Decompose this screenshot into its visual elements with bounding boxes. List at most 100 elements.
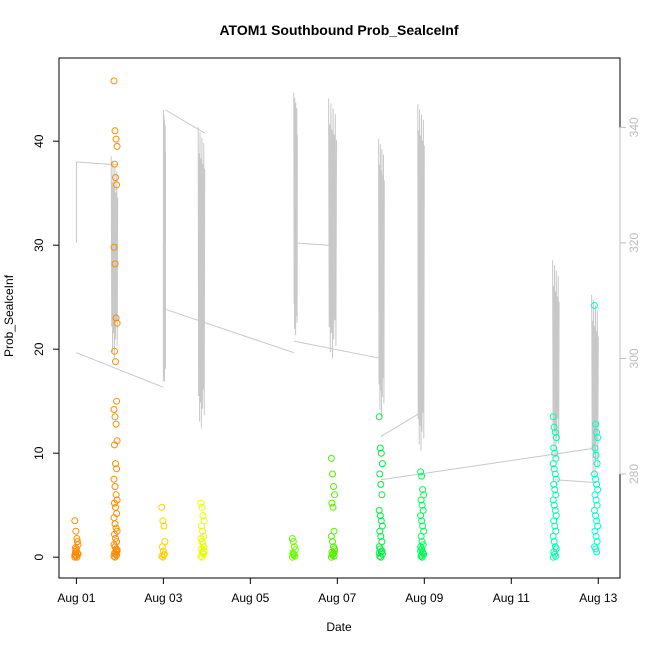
- data-point: [378, 491, 386, 499]
- data-point: [551, 506, 559, 514]
- data-point: [112, 420, 120, 428]
- heading-connector-5: [293, 242, 337, 247]
- data-point: [110, 77, 118, 85]
- data-point: [113, 319, 121, 327]
- data-point: [417, 496, 425, 504]
- data-point: [418, 517, 426, 525]
- data-point: [593, 548, 601, 556]
- data-point: [200, 547, 208, 555]
- data-point: [591, 444, 599, 452]
- y-tick-label-right: 280: [627, 464, 641, 484]
- data-point: [551, 428, 559, 436]
- data-point: [549, 413, 557, 421]
- data-point: [111, 160, 118, 168]
- data-point: [111, 520, 119, 528]
- y-tick-label-left: 40: [32, 134, 46, 148]
- data-point: [592, 532, 600, 540]
- data-point: [112, 524, 120, 532]
- x-tick-label: Aug 07: [318, 591, 356, 605]
- x-tick-label: Aug 05: [231, 591, 269, 605]
- data-point: [329, 538, 336, 546]
- data-point: [418, 551, 426, 559]
- data-point: [113, 142, 121, 150]
- data-point: [113, 181, 121, 189]
- data-point: [376, 470, 384, 478]
- heading-burst-3: [197, 127, 206, 428]
- heading-burst-5: [328, 98, 337, 359]
- data-point: [593, 517, 601, 525]
- data-point: [112, 135, 120, 143]
- data-point: [111, 499, 118, 507]
- data-point: [376, 444, 384, 452]
- data-point: [418, 472, 426, 480]
- data-point: [377, 480, 385, 488]
- y-axis-label: Prob_SealceInf: [2, 274, 16, 357]
- data-point: [330, 483, 337, 490]
- data-point: [552, 434, 560, 442]
- data-point: [592, 512, 600, 520]
- data-point: [288, 535, 296, 542]
- data-point: [593, 480, 601, 488]
- data-point: [112, 174, 119, 182]
- heading-burst-9: [591, 294, 599, 480]
- data-point: [376, 512, 384, 520]
- data-point: [550, 465, 558, 473]
- heading-burst-2: [162, 109, 166, 382]
- data-point: [111, 483, 119, 490]
- data-point: [549, 532, 557, 540]
- data-point: [550, 444, 558, 452]
- y-tick-label-right: 340: [627, 117, 641, 137]
- data-point: [592, 451, 600, 459]
- x-axis-label: Date: [326, 620, 352, 634]
- data-point: [111, 260, 119, 268]
- data-point: [290, 543, 298, 551]
- data-point: [419, 486, 427, 494]
- data-point: [197, 535, 205, 542]
- data-point: [159, 517, 167, 525]
- data-point: [331, 547, 338, 555]
- data-point: [592, 496, 600, 504]
- heading-connector-3: [165, 308, 294, 354]
- data-point: [110, 475, 118, 483]
- data-point: [551, 486, 559, 494]
- data-point: [550, 538, 558, 546]
- data-point: [111, 530, 118, 538]
- x-tick-label: Aug 11: [493, 591, 530, 605]
- data-point: [378, 460, 386, 468]
- data-point: [592, 545, 600, 553]
- data-point: [550, 501, 558, 509]
- heading-connector-0: [76, 161, 118, 166]
- data-point: [593, 428, 601, 436]
- data-point: [198, 553, 206, 561]
- data-point: [375, 413, 383, 421]
- y-tick-label-left: 10: [32, 446, 46, 460]
- data-point: [158, 543, 166, 551]
- data-point: [198, 503, 206, 511]
- heading-burst-7: [417, 104, 425, 451]
- data-point: [71, 548, 79, 556]
- data-point: [551, 470, 559, 478]
- data-point: [198, 522, 205, 530]
- x-tick-label: Aug 09: [405, 591, 443, 605]
- data-point: [377, 532, 385, 540]
- data-point: [113, 465, 121, 473]
- heading-connector-8: [380, 447, 597, 481]
- data-point: [288, 553, 296, 561]
- heading-connector-2: [165, 109, 205, 134]
- data-point: [417, 512, 425, 520]
- data-point: [418, 501, 426, 509]
- prob-points: [71, 77, 602, 561]
- data-point: [289, 550, 297, 558]
- data-point: [591, 470, 598, 478]
- y-axis-right: 280 300 320 340: [619, 117, 641, 484]
- data-point: [113, 397, 121, 405]
- data-point: [111, 127, 119, 135]
- data-point: [551, 449, 559, 457]
- y-tick-label-left: 20: [32, 342, 46, 356]
- data-point: [591, 506, 598, 514]
- data-point: [551, 522, 559, 530]
- data-point: [591, 491, 599, 499]
- data-point: [329, 503, 337, 511]
- data-point: [197, 499, 205, 507]
- data-point: [327, 454, 335, 462]
